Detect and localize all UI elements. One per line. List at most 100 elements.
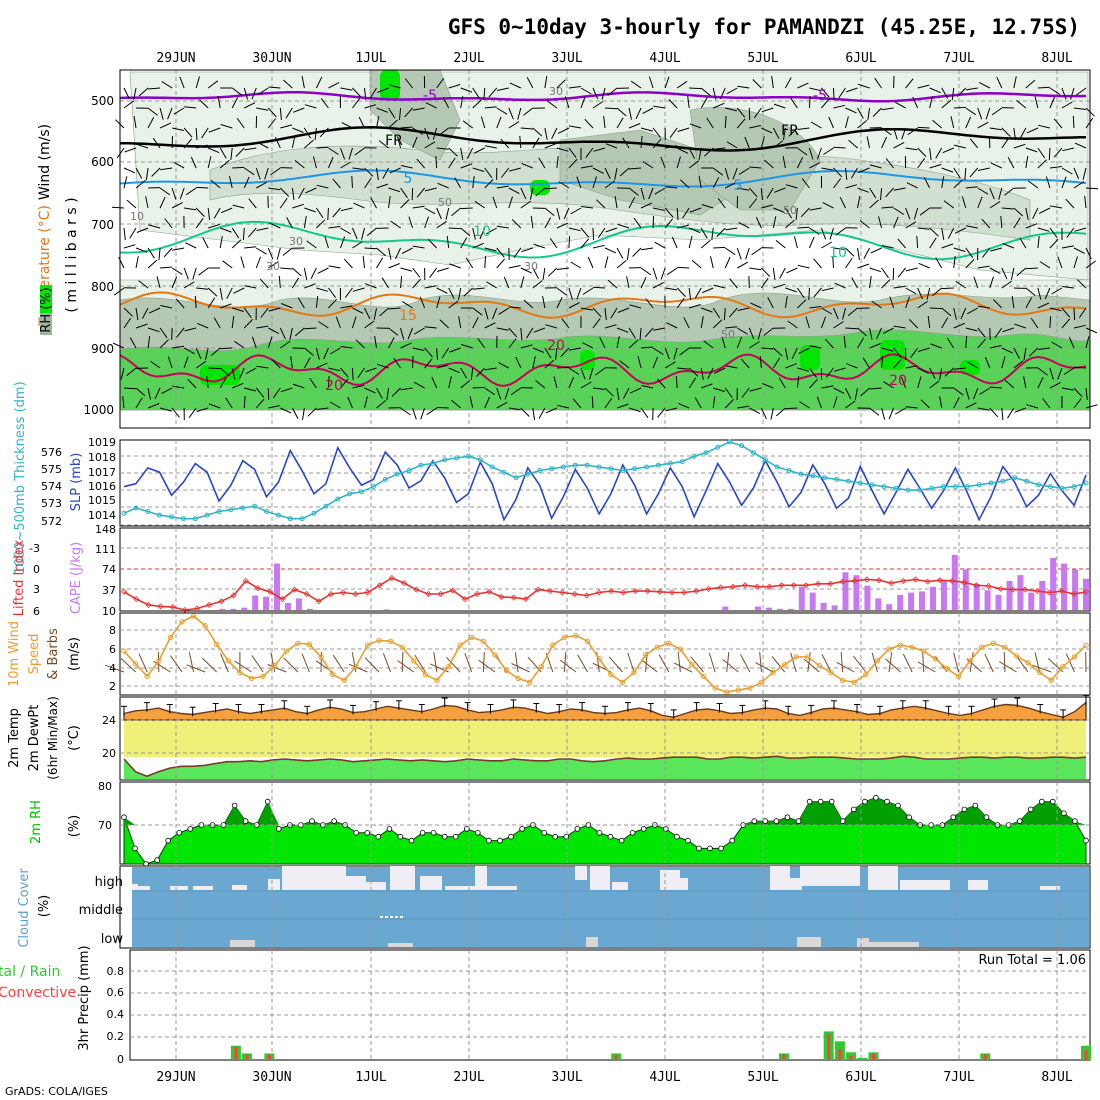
upper-wind-barb xyxy=(947,227,955,239)
wind10-tick: 2 xyxy=(109,680,116,693)
upper-wind-barb xyxy=(175,298,185,309)
upper-wind-barb xyxy=(749,341,760,349)
wind10-point xyxy=(1048,677,1054,683)
wind10-axis-label: Speed xyxy=(27,634,42,675)
upper-wind-barb xyxy=(845,107,857,114)
wind10-barb xyxy=(220,653,229,673)
date-label: 8JUL xyxy=(1041,1070,1072,1085)
isotherm-label: 30 xyxy=(549,85,563,98)
upper-wind-barb xyxy=(977,121,989,129)
wind10-point xyxy=(735,687,741,693)
upper-wind-barb xyxy=(616,403,629,409)
upper-wind-barb xyxy=(123,244,136,249)
upper-wind-barb xyxy=(960,307,967,320)
upper-wind-barb xyxy=(460,379,471,389)
upper-wind-barb xyxy=(135,256,139,269)
upper-wind-barb xyxy=(689,304,701,309)
upper-wind-barb xyxy=(881,127,892,136)
thickness-point xyxy=(1024,478,1030,484)
upper-wind-barb xyxy=(713,387,725,392)
upper-wind-barb xyxy=(441,347,450,359)
upper-wind-barb xyxy=(532,267,539,279)
upper-wind-barb xyxy=(244,246,257,249)
upper-wind-barb xyxy=(264,167,269,180)
li-point xyxy=(315,598,322,605)
upper-wind-barb xyxy=(882,327,894,335)
upper-wind-barb xyxy=(236,118,245,129)
upper-wind-barb xyxy=(316,146,329,149)
rh2m-point xyxy=(972,802,979,809)
isotherm-label: 20 xyxy=(889,373,907,389)
upper-wind-barb xyxy=(851,277,858,289)
upper-wind-barb xyxy=(513,247,522,259)
cape-bar xyxy=(886,604,893,610)
upper-wind-barb xyxy=(1049,307,1062,312)
upper-wind-barb xyxy=(376,247,386,257)
upper-wind-barb xyxy=(474,200,486,209)
upper-wind-barb xyxy=(809,87,822,92)
isotherm-label: 10 xyxy=(829,245,847,261)
upper-wind-barb xyxy=(1037,86,1050,89)
upper-wind-barb xyxy=(965,327,978,332)
upper-wind-barb xyxy=(857,196,861,209)
upper-wind-barb xyxy=(442,97,450,109)
rh2m-point xyxy=(773,818,780,824)
wind10-barb xyxy=(1034,652,1041,673)
upper-wind-barb xyxy=(448,157,456,169)
li-point xyxy=(242,577,249,584)
upper-wind-barb xyxy=(637,356,642,369)
upper-wind-barb xyxy=(374,336,378,349)
upper-wind-barb xyxy=(460,207,473,210)
upper-wind-barb xyxy=(136,143,149,149)
wind10-point xyxy=(979,644,985,650)
upper-wind-barb xyxy=(725,107,738,112)
upper-wind-barb xyxy=(400,342,412,349)
upper-wind-barb xyxy=(364,87,367,100)
upper-wind-barb xyxy=(1001,137,1010,149)
upper-wind-barb xyxy=(1037,236,1040,249)
upper-wind-barb xyxy=(448,367,460,374)
upper-wind-barb xyxy=(748,327,755,340)
thickness-point xyxy=(121,510,127,516)
upper-wind-barb xyxy=(303,267,308,280)
upper-wind-barb xyxy=(580,96,586,109)
wind10-barb xyxy=(514,652,519,673)
upper-wind-barb xyxy=(1061,245,1074,249)
upper-wind-barb xyxy=(289,327,293,340)
upper-wind-barb xyxy=(652,281,664,289)
upper-wind-barb xyxy=(901,127,907,140)
upper-wind-barb xyxy=(592,87,599,100)
upper-wind-barb xyxy=(280,124,293,129)
upper-wind-barb xyxy=(809,207,822,211)
upper-wind-barb xyxy=(135,307,139,320)
upper-wind-barb xyxy=(183,267,189,280)
wind10-barb xyxy=(1015,655,1029,673)
cloud-high-block xyxy=(445,886,475,890)
upper-wind-barb xyxy=(351,367,354,381)
upper-wind-barb xyxy=(845,116,849,129)
upper-wind-barb xyxy=(364,387,376,394)
upper-wind-barb xyxy=(701,383,713,389)
upper-wind-barb xyxy=(713,246,726,249)
isotherm-label: 20 xyxy=(547,338,565,354)
li-point xyxy=(729,583,736,590)
wind10-point xyxy=(156,658,162,664)
upper-wind-barb xyxy=(412,107,425,111)
upper-wind-barb xyxy=(1025,297,1033,309)
upper-wind-barb xyxy=(293,107,305,113)
upper-wind-barb xyxy=(147,403,160,409)
wind10-barb xyxy=(559,659,577,673)
wind10-point xyxy=(654,644,660,650)
upper-wind-barb xyxy=(183,356,189,369)
rh-legend-swatch-green xyxy=(40,285,52,313)
upper-wind-barb xyxy=(821,385,834,389)
upper-wind-barb xyxy=(665,186,678,189)
rh2m-point xyxy=(1083,837,1089,844)
upper-wind-barb xyxy=(276,247,281,260)
rh-high-region xyxy=(200,365,240,385)
upper-wind-barb xyxy=(526,77,534,89)
upper-wind-barb xyxy=(628,407,641,413)
upper-wind-barb xyxy=(666,322,678,329)
upper-wind-barb xyxy=(496,225,509,229)
upper-wind-barb xyxy=(572,398,582,409)
